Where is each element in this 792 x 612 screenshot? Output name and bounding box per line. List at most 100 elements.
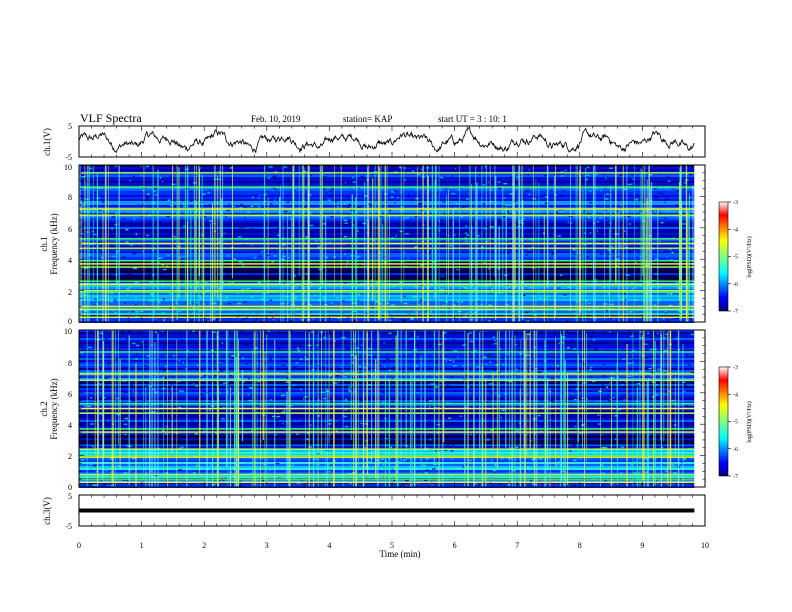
spectrogram-row [79,249,695,251]
spectrogram-speckle [529,480,533,482]
spectrogram-speckle [459,415,462,417]
spectrogram-speckle [388,429,390,432]
spectrogram-speckle [222,250,225,253]
spectrogram-speckle [276,415,280,418]
spectrogram-speckle [653,415,656,417]
spectrogram-speckle [514,343,518,346]
spectrogram-hot-pixel [355,319,358,321]
spectrogram-speckle [506,218,511,221]
spectrogram-speckle [232,205,235,208]
spectrogram-speckle [207,192,210,194]
spectrogram-speckle [587,216,591,219]
spectrogram-speckle [244,181,248,183]
spectrogram-speckle [144,476,147,478]
spectrogram-speckle [630,335,634,337]
spectrogram-speckle [414,457,417,460]
spectrogram-speckle [555,463,560,466]
ch2-spectrogram-image [79,330,705,488]
spectrogram-speckle [120,235,124,238]
spectrogram-speckle [522,294,526,297]
spectrogram-speckle [111,216,115,218]
spectrogram-row [79,392,695,394]
spectrogram-speckle [454,167,456,170]
spectrogram-speckle [224,232,226,235]
spectrogram-speckle [317,299,320,301]
spectrogram-speckle [109,237,113,239]
spectrogram-speckle [587,416,589,419]
spectrogram-narrowband-line [79,291,695,293]
spectrogram-hot-pixel [273,319,275,321]
spectrogram-narrowband-line [79,454,695,457]
ch1-spectrogram-image [79,165,705,323]
spectrogram-hot-pixel [408,314,410,316]
ch2-spec-ytick-10: 10 [64,327,72,336]
spectrogram-speckle [178,406,181,409]
spectrogram-speckle [227,209,230,212]
spectrogram-speckle [385,389,389,392]
spectrogram-row [79,287,695,289]
spectrogram-speckle [664,420,666,422]
spectrogram-speckle [111,255,116,258]
spectrogram-speckle [349,461,353,464]
spectrogram-speckle [353,210,356,212]
spectrogram-speckle [410,317,415,320]
spectrogram-speckle [252,311,255,314]
spectrogram-speckle [592,234,594,236]
spectrogram-speckle [590,446,593,449]
spectrogram-hot-pixel [246,316,249,318]
spectrogram-speckle [678,199,680,202]
spectrogram-speckle [295,433,299,436]
colorbar-tick-label: -7 [733,309,738,315]
spectrogram-speckle [133,267,138,270]
spectrogram-speckle [224,230,227,232]
spectrogram-speckle [284,295,288,298]
spectrogram-speckle [132,389,135,392]
spectrogram-speckle [634,286,636,289]
spectrogram-speckle [582,234,585,236]
spectrogram-speckle [559,274,563,276]
spectrogram-hot-pixel [483,481,485,483]
spectrogram-speckle [425,209,428,211]
spectrogram-speckle [475,367,477,369]
spectrogram-hot-pixel [411,481,413,483]
spectrogram-speckle [488,375,491,378]
spectrogram-speckle [535,368,538,370]
spectrogram-speckle [360,422,363,425]
spectrogram-speckle [352,319,356,322]
spectrogram-speckle [130,392,133,395]
spectrogram-speckle [261,297,265,300]
spectrogram-speckle [212,400,215,403]
spectrogram-speckle [300,423,302,426]
spectrogram-speckle [249,415,252,418]
spectrogram-narrowband-line [79,208,695,210]
spectrogram-speckle [193,472,196,474]
spectrogram-speckle [496,375,500,377]
spectrogram-speckle [82,349,86,351]
spectrogram-speckle [418,451,421,453]
spectrogram-speckle [322,406,324,409]
spectrogram-speckle [537,371,542,373]
spectrogram-speckle [549,228,552,230]
spectrogram-speckle [321,391,325,394]
spectrogram-speckle [678,246,680,249]
spectrogram-row [79,181,695,183]
spectrogram-speckle [321,188,326,191]
spectrogram-speckle [346,206,350,209]
spectrogram-hot-pixel [299,319,302,321]
spectrogram-speckle [254,257,257,259]
ch2-spectrogram-ticks [78,329,706,488]
spectrogram-speckle [443,357,448,360]
colorbar-tick-label: -4 [733,227,738,233]
spectrogram-speckle [121,333,124,336]
spectrogram-speckle [380,170,384,172]
ch3-waveform-ticks [78,495,706,526]
spectrogram-speckle [281,411,286,413]
spectrogram-speckle [669,293,673,296]
spectrogram-speckle [321,198,326,200]
spectrogram-hot-pixel [644,311,647,313]
spectrogram-speckle [402,382,404,384]
spectrogram-speckle [463,286,467,288]
spectrogram-speckle [242,318,246,320]
spectrogram-speckle [191,433,194,436]
spectrogram-speckle [150,299,153,301]
